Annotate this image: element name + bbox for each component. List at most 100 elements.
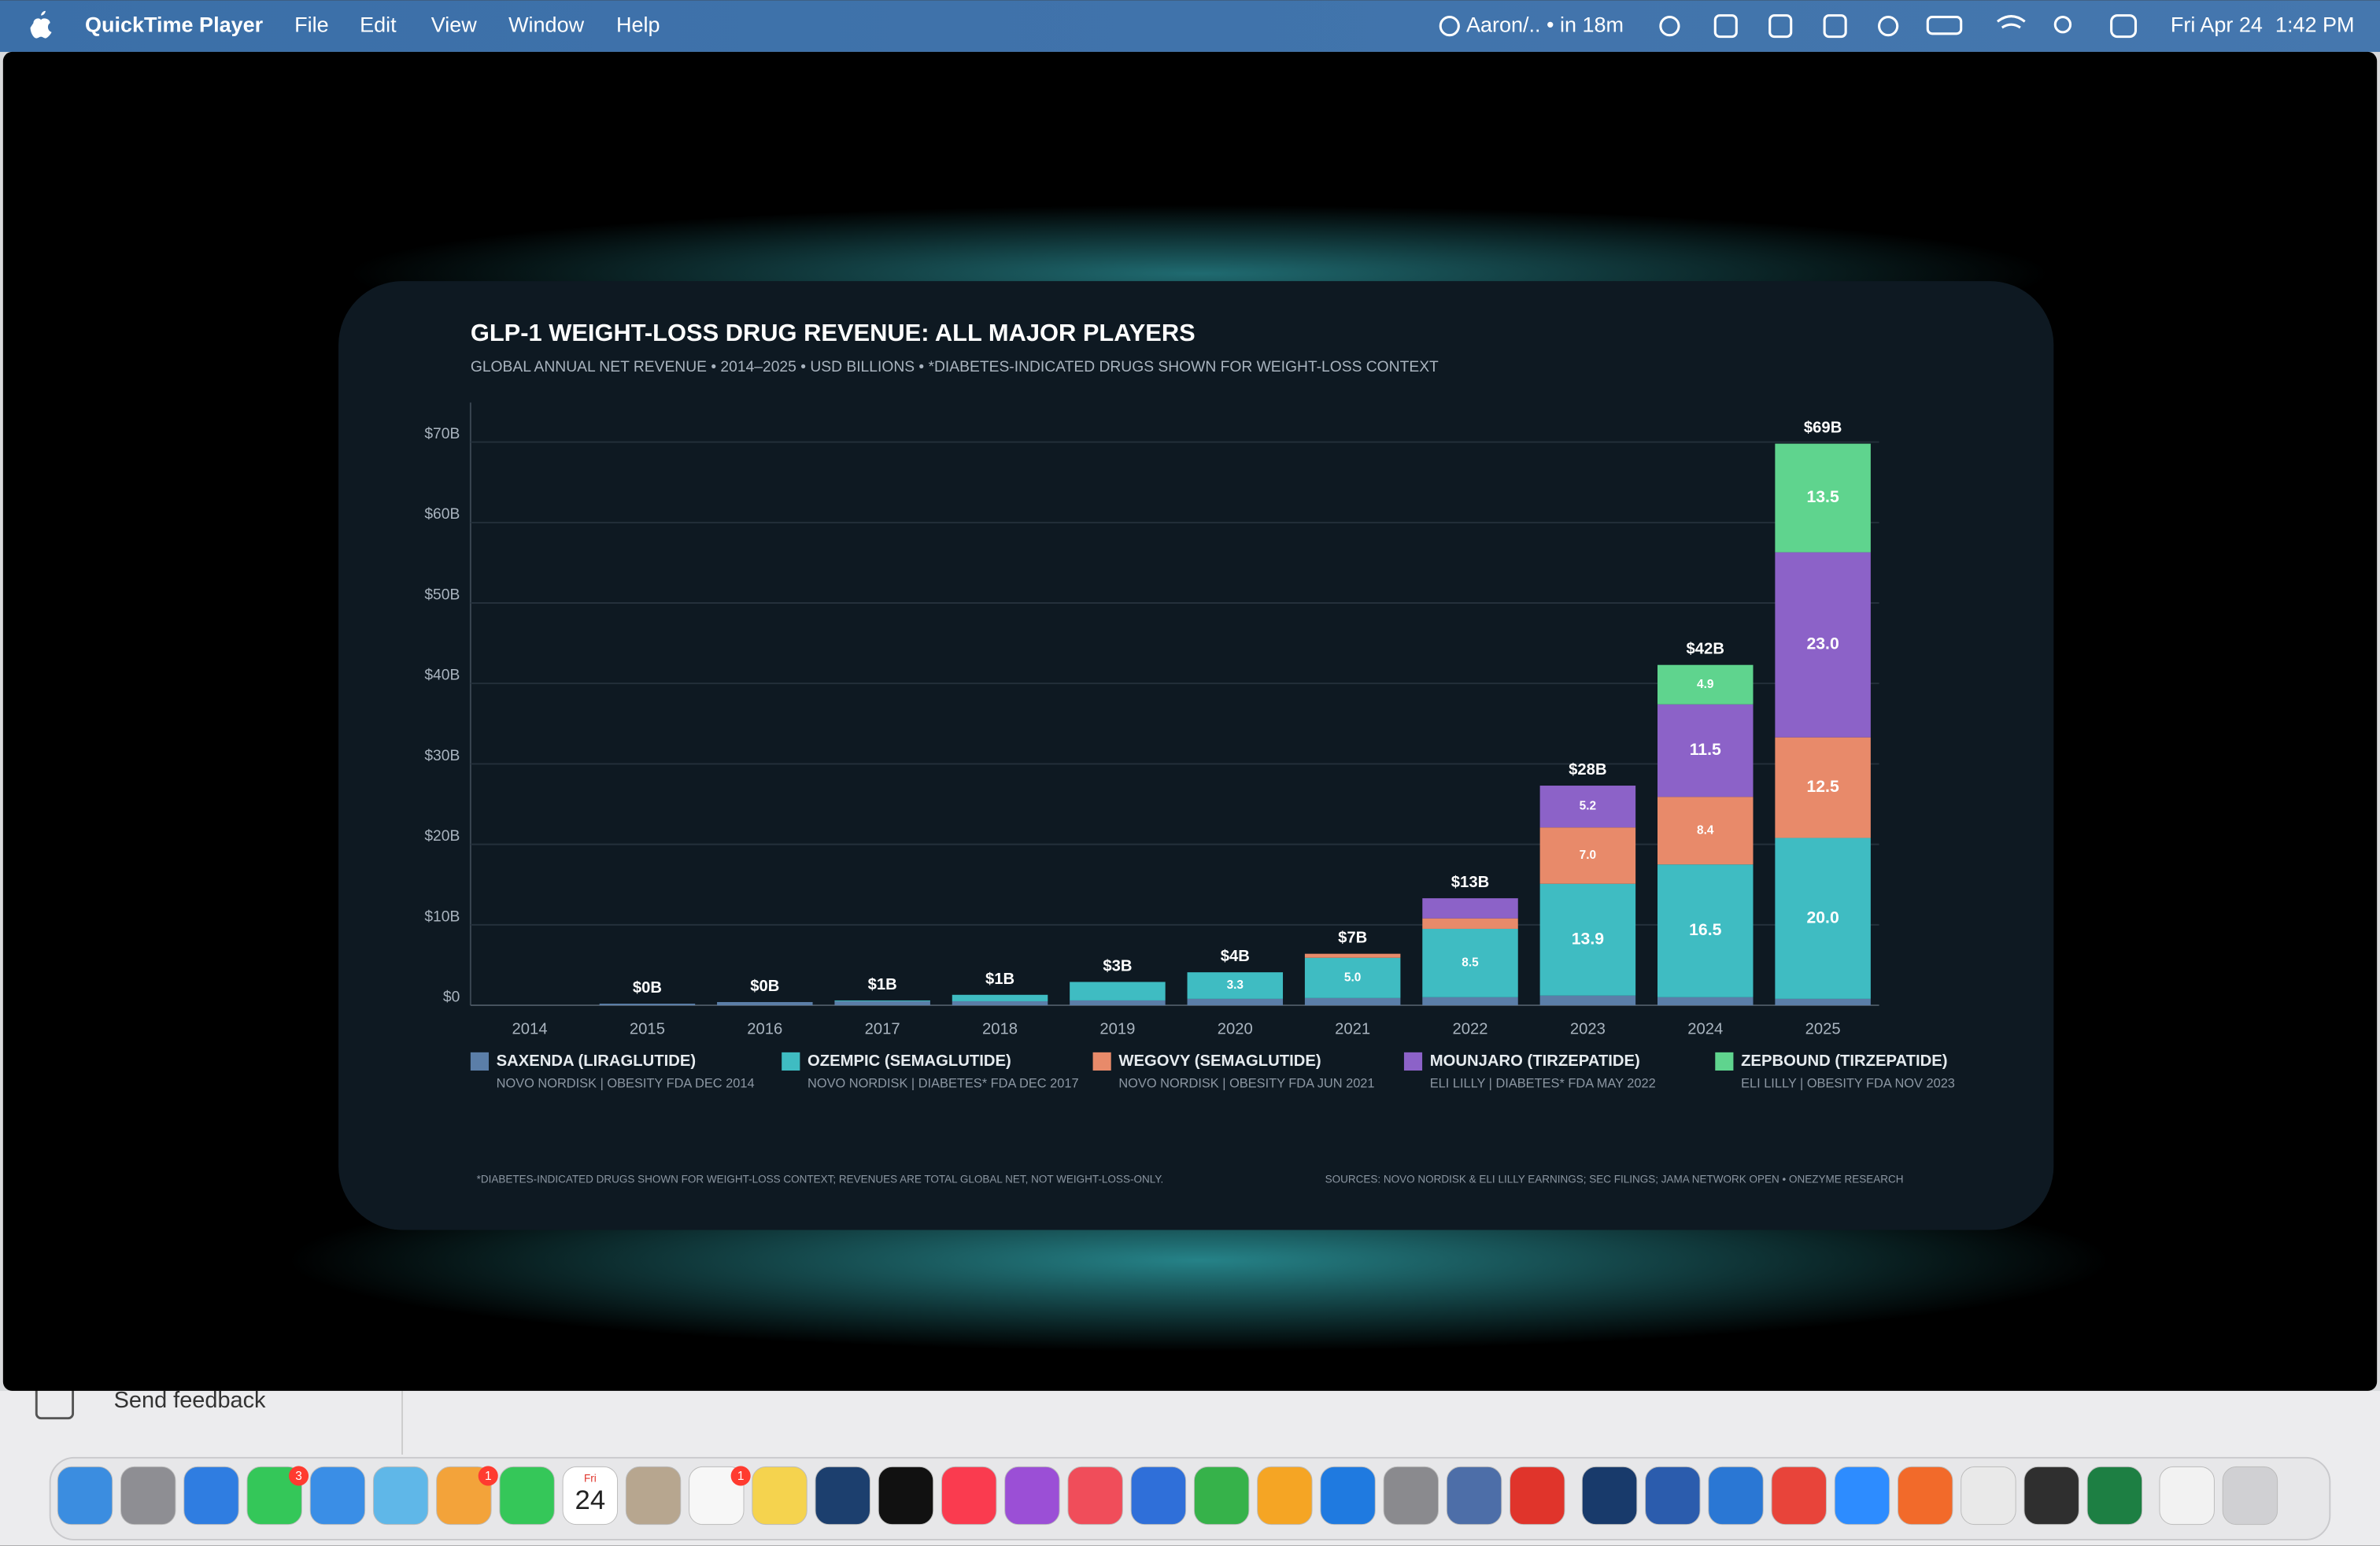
dock-icon[interactable]	[1961, 1466, 2016, 1526]
dock-icon[interactable]	[372, 1466, 429, 1526]
legend-label: OZEMPIC (SEMAGLUTIDE)	[808, 1052, 1011, 1070]
icon[interactable]	[1823, 14, 1847, 39]
dock-icon[interactable]	[1771, 1466, 1827, 1526]
dock-icon[interactable]	[1708, 1466, 1764, 1526]
apple-menu[interactable]	[30, 10, 52, 39]
battery[interactable]	[1926, 16, 1963, 35]
dock-icon[interactable]	[57, 1466, 113, 1526]
control-center[interactable]	[2110, 14, 2138, 39]
dock-icon[interactable]	[2222, 1466, 2278, 1526]
dock-icon[interactable]	[625, 1466, 682, 1526]
legend-label: SAXENDA (LIRAGLUTIDE)	[497, 1052, 697, 1070]
calendar-day: Fri	[584, 1472, 597, 1484]
dock-icon[interactable]	[689, 1466, 745, 1526]
bar-segment	[1658, 797, 1754, 865]
bar-segment	[1422, 997, 1518, 1006]
dock-icon[interactable]	[436, 1466, 492, 1526]
x-tick-label: 2021	[1335, 1020, 1370, 1037]
segment-label: 11.5	[1690, 741, 1721, 759]
dock-icon[interactable]	[1446, 1466, 1502, 1526]
search[interactable]	[2053, 16, 2072, 34]
dock-icon[interactable]	[1130, 1466, 1187, 1526]
chart-subtitle: GLOBAL ANNUAL NET REVENUE • 2014–2025 • …	[471, 359, 1439, 375]
x-tick-label: 2020	[1218, 1020, 1253, 1037]
y-tick-label: $0	[443, 989, 460, 1006]
dock-icon[interactable]	[752, 1466, 808, 1526]
legend-label: WEGOVY (SEMAGLUTIDE)	[1118, 1052, 1321, 1070]
bar-segment	[1539, 827, 1636, 884]
icon[interactable]	[1659, 16, 1680, 37]
segment-label: 5.0	[1344, 971, 1361, 984]
dock-icon[interactable]	[183, 1466, 239, 1526]
bar-segment	[1658, 664, 1754, 705]
bar-segment	[1775, 998, 1871, 1006]
y-tick-label: $40B	[424, 668, 460, 684]
footnote: *DIABETES-INDICATED DRUGS SHOWN FOR WEIG…	[477, 1173, 1164, 1185]
dock-icon[interactable]	[1510, 1466, 1565, 1526]
segment-label: 8.5	[1462, 956, 1479, 969]
bar-segment	[717, 1001, 813, 1006]
x-tick-label: 2016	[747, 1020, 782, 1037]
dock-icon[interactable]	[1257, 1466, 1313, 1526]
menu-file[interactable]: File	[294, 13, 329, 36]
segment-label: 13.5	[1806, 488, 1839, 506]
dock-icon[interactable]	[2086, 1466, 2143, 1526]
y-tick-label: $10B	[424, 908, 460, 925]
bar-segment	[1422, 898, 1518, 919]
bar-segment	[1304, 953, 1401, 958]
dock-icon[interactable]	[1898, 1466, 1953, 1526]
dock-icon[interactable]	[499, 1466, 555, 1526]
bar-segment	[1658, 997, 1754, 1006]
time: 1:42 PM	[2275, 13, 2355, 36]
total-label: $1B	[985, 971, 1014, 988]
dock-icon[interactable]	[1067, 1466, 1123, 1526]
menu-window[interactable]: Window	[508, 13, 585, 36]
bar-segment	[1422, 918, 1518, 929]
dock-icon[interactable]	[1320, 1466, 1376, 1526]
menu-view[interactable]: View	[431, 13, 478, 36]
app-menu[interactable]: QuickTime Player	[85, 13, 264, 36]
chart-title: GLP-1 WEIGHT-LOSS DRUG REVENUE: ALL MAJO…	[471, 319, 1196, 346]
status-icon[interactable]	[1439, 16, 1460, 37]
badge-count: 1	[485, 1470, 492, 1483]
icon[interactable]	[1768, 14, 1793, 39]
dock-icon[interactable]	[815, 1466, 870, 1526]
dock-icon[interactable]	[309, 1466, 366, 1526]
date: Fri Apr 24	[2171, 13, 2263, 36]
sources: SOURCES: NOVO NORDISK & ELI LILLY EARNIN…	[1325, 1173, 1904, 1185]
feedback-text[interactable]: Send feedback	[114, 1388, 266, 1413]
dock-icon[interactable]	[878, 1466, 934, 1526]
icon[interactable]	[1878, 16, 1899, 37]
status-icons	[1659, 14, 2138, 39]
dock-icon[interactable]	[1193, 1466, 1250, 1526]
legend-detail: NOVO NORDISK | OBESITY FDA JUN 2021	[1118, 1077, 1374, 1091]
bar-segment	[1187, 998, 1284, 1006]
dock-icon[interactable]	[1645, 1466, 1701, 1526]
dock-icon[interactable]	[941, 1466, 997, 1526]
icon[interactable]	[1713, 14, 1738, 39]
x-tick-label: 2015	[630, 1020, 665, 1037]
dock-icon[interactable]	[2023, 1466, 2079, 1526]
badge-count: 1	[737, 1470, 745, 1483]
total-label: $7B	[1338, 930, 1367, 947]
segment-label: 20.0	[1806, 908, 1839, 926]
dock-icon[interactable]	[1383, 1466, 1439, 1526]
wifi[interactable]	[1997, 15, 2026, 29]
dock-icon[interactable]	[120, 1466, 176, 1526]
dock-icon[interactable]	[246, 1466, 302, 1526]
badge	[478, 1466, 498, 1486]
dock-icon[interactable]	[1581, 1466, 1638, 1526]
dock-icon[interactable]	[2159, 1466, 2215, 1526]
legend-swatch	[782, 1052, 800, 1071]
menu-help[interactable]: Help	[616, 13, 660, 36]
status-text[interactable]: Aaron/.. • in 18m	[1466, 13, 1624, 36]
menu-edit[interactable]: Edit	[360, 13, 397, 36]
menu-bar	[0, 0, 2380, 52]
segment-label: 13.9	[1572, 930, 1604, 948]
dock-icon[interactable]	[562, 1466, 619, 1526]
bar-segment	[952, 994, 1048, 1001]
dock-icon[interactable]	[1834, 1466, 1890, 1526]
bar-segment	[1187, 972, 1284, 999]
dock-icon[interactable]	[1004, 1466, 1060, 1526]
bar-segment	[1304, 957, 1401, 998]
